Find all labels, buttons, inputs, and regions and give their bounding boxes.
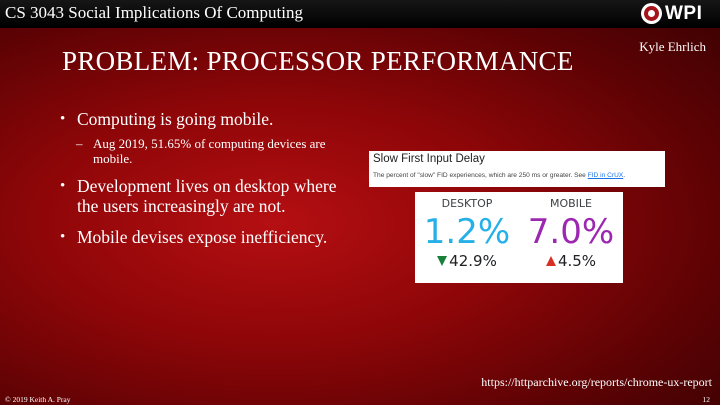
mobile-change: 4.5% bbox=[519, 252, 623, 270]
bullet-icon: • bbox=[60, 111, 66, 127]
source-link[interactable]: https://httparchive.org/reports/chrome-u… bbox=[481, 375, 712, 389]
sub-bullet-item: – Aug 2019, 51.65% of computing devices … bbox=[60, 136, 350, 166]
bullet-list: • Computing is going mobile. – Aug 2019,… bbox=[60, 109, 350, 247]
fid-in-crux-link[interactable]: FID in CrUX bbox=[587, 172, 624, 179]
bullet-text: Computing is going mobile. bbox=[77, 109, 274, 129]
metric-description: The percent of "slow" FID experiences, w… bbox=[373, 172, 625, 179]
bullet-icon: • bbox=[60, 229, 66, 245]
mobile-label: MOBILE bbox=[549, 197, 593, 210]
bullet-item: • Mobile devises expose inefficiency. bbox=[60, 227, 350, 247]
header-bar: CS 3043 Social Implications Of Computing… bbox=[0, 0, 720, 28]
metric-comparison-card: DESKTOP 1.2% 42.9% MOBILE 7.0% 4.5% bbox=[415, 192, 623, 283]
bullet-text: Mobile devises expose inefficiency. bbox=[77, 227, 328, 247]
desktop-column: DESKTOP 1.2% 42.9% bbox=[415, 192, 519, 270]
sub-bullet-text: Aug 2019, 51.65% of computing devices ar… bbox=[93, 136, 326, 166]
metric-title: Slow First Input Delay bbox=[373, 153, 485, 165]
copyright: © 2019 Keith A. Pray bbox=[5, 395, 71, 404]
metric-description-text: The percent of "slow" FID experiences, w… bbox=[373, 172, 588, 179]
bullet-item: • Development lives on desktop where the… bbox=[60, 176, 350, 216]
metric-description-end: . bbox=[623, 172, 626, 179]
bullet-item: • Computing is going mobile. bbox=[60, 109, 350, 129]
bullet-text: Development lives on desktop where the u… bbox=[77, 176, 337, 216]
desktop-value: 1.2% bbox=[423, 212, 511, 252]
desktop-change: 42.9% bbox=[415, 252, 519, 270]
mobile-change-value: 4.5% bbox=[557, 252, 597, 270]
desktop-change-value: 42.9% bbox=[449, 252, 497, 270]
mobile-value: 7.0% bbox=[527, 212, 615, 252]
desktop-label: DESKTOP bbox=[441, 197, 493, 210]
page-number: 12 bbox=[702, 395, 711, 404]
metric-header-image: Slow First Input Delay The percent of "s… bbox=[369, 151, 665, 187]
mobile-column: MOBILE 7.0% 4.5% bbox=[519, 192, 623, 270]
dash-icon: – bbox=[76, 136, 83, 151]
author-name: Kyle Ehrlich bbox=[639, 39, 706, 54]
logo-text: WPI bbox=[665, 2, 703, 24]
course-title: CS 3043 Social Implications Of Computing bbox=[5, 3, 303, 22]
slide-title: PROBLEM: PROCESSOR PERFORMANCE bbox=[62, 46, 574, 76]
arrow-up-icon bbox=[545, 256, 556, 266]
bullet-icon: • bbox=[60, 178, 66, 194]
wpi-logo: WPI bbox=[641, 1, 702, 26]
wpi-seal-icon bbox=[641, 3, 662, 24]
arrow-down-icon bbox=[437, 256, 448, 266]
